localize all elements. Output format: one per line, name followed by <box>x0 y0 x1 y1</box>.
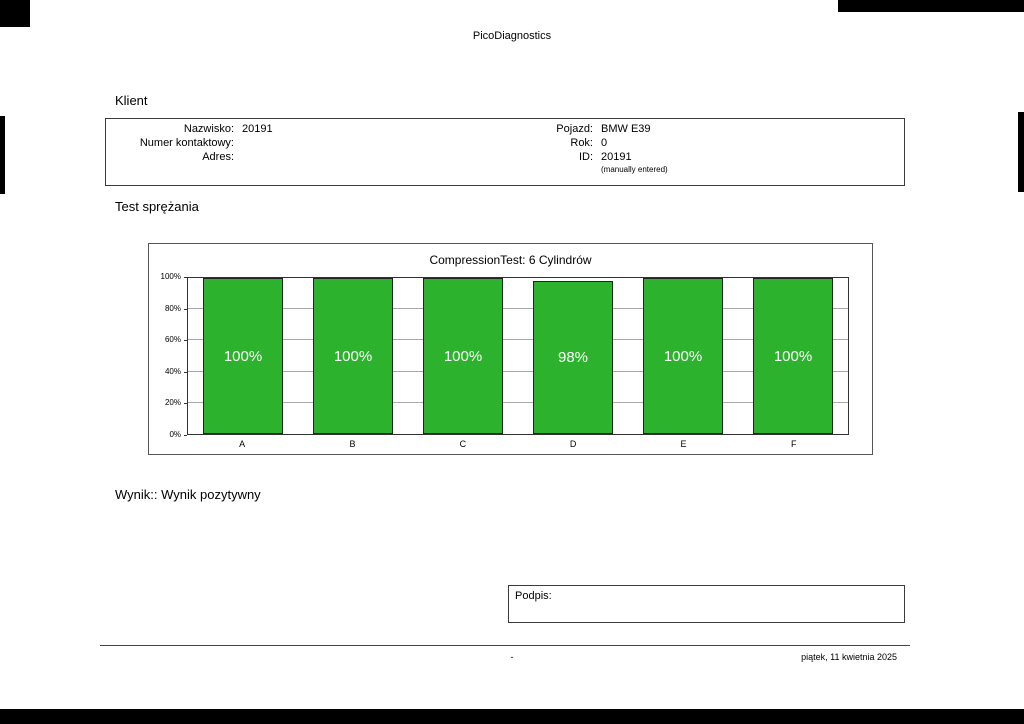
x-axis-category-label: A <box>239 439 246 449</box>
chart-bars: 100% 100% 100% 98% 100% 100% <box>188 278 848 434</box>
chart-x-axis: A B C D E F <box>187 439 849 449</box>
field-label-nazwisko: Nazwisko: <box>183 123 234 135</box>
chart-bar-slot: 100% <box>628 278 738 434</box>
y-axis-tick-mark <box>184 277 187 278</box>
client-field-row: Numer kontaktowy: <box>114 136 273 150</box>
chart-bar-slot: 98% <box>518 278 628 434</box>
bar-cylinder-f: 100% <box>753 278 833 434</box>
y-axis-tick-label: 20% <box>164 398 181 408</box>
y-axis-tick-mark <box>184 340 187 342</box>
field-value-pojazd: BMW E39 <box>601 123 651 135</box>
bar-value-label: 100% <box>223 347 263 365</box>
bar-value-label: 100% <box>333 347 373 365</box>
y-axis-tick-mark <box>184 403 187 405</box>
client-fields-left: Nazwisko: 20191 Numer kontaktowy: Adres: <box>114 122 273 164</box>
gridline <box>188 339 848 341</box>
bar-value-label: 98% <box>557 349 589 367</box>
x-axis-category-label: D <box>569 439 577 449</box>
compression-chart: CompressionTest: 6 Cylindrów 0% 20% 40% 60%… <box>148 243 873 455</box>
x-axis-category-label: F <box>791 439 797 449</box>
chart-plot-area: 100% 100% 100% 98% 100% 100% <box>187 277 849 435</box>
x-axis-category-label: E <box>680 439 687 449</box>
field-label-adres: Adres: <box>202 151 234 163</box>
y-axis-tick-mark <box>184 371 187 373</box>
scan-artifact-top-right <box>838 0 1024 12</box>
client-field-row: ID: 20191 <box>443 150 668 164</box>
test-section-title: Test sprężania <box>115 199 199 214</box>
client-info-box: Nazwisko: 20191 Numer kontaktowy: Adres:… <box>105 118 905 186</box>
field-label-id: ID: <box>578 151 593 163</box>
y-axis-tick-mark <box>184 435 187 436</box>
field-value-id: 20191 <box>601 151 632 163</box>
bar-value-label: 100% <box>773 347 813 365</box>
x-axis-category-label: B <box>349 439 356 449</box>
client-field-row: Nazwisko: 20191 <box>114 122 273 136</box>
y-axis-tick-mark <box>184 308 187 310</box>
test-result-text: Wynik:: Wynik pozytywny <box>115 487 261 502</box>
chart-bar-slot: 100% <box>408 278 518 434</box>
scan-artifact-bottom <box>0 709 1024 724</box>
client-field-row: Pojazd: BMW E39 <box>443 122 668 136</box>
field-value-rok: 0 <box>601 137 608 149</box>
scan-artifact-right-edge <box>1018 112 1024 192</box>
footer-center-text: - <box>510 652 514 662</box>
chart-bar-slot: 100% <box>298 278 408 434</box>
chart-title: CompressionTest: 6 Cylindrów <box>429 253 592 267</box>
bar-cylinder-c: 100% <box>423 278 503 434</box>
chart-y-axis: 0% 20% 40% 60% 80% 100% <box>149 272 187 439</box>
footer-divider <box>100 645 910 646</box>
field-label-pojazd: Pojazd: <box>556 123 593 135</box>
bar-cylinder-d: 98% <box>533 281 613 434</box>
manually-entered-note: (manually entered) <box>601 165 668 174</box>
bar-value-label: 100% <box>443 347 483 365</box>
footer-date: piątek, 11 kwietnia 2025 <box>801 652 897 662</box>
y-axis-tick-label: 80% <box>164 303 181 313</box>
scan-artifact-top-left <box>0 0 30 27</box>
y-axis-tick-label: 60% <box>164 335 181 345</box>
bar-cylinder-b: 100% <box>313 278 393 434</box>
field-value-nazwisko: 20191 <box>242 123 273 135</box>
client-field-row: Rok: 0 <box>443 136 668 150</box>
gridline <box>188 308 848 310</box>
gridline <box>188 370 848 372</box>
y-axis-tick-label: 0% <box>169 430 181 439</box>
bar-cylinder-a: 100% <box>203 278 283 434</box>
client-fields-right: Pojazd: BMW E39 Rok: 0 ID: 20191 (manual… <box>443 122 668 175</box>
app-title: PicoDiagnostics <box>472 30 552 42</box>
scan-artifact-left-edge <box>0 116 5 194</box>
chart-bar-slot: 100% <box>738 278 848 434</box>
gridline <box>188 401 848 403</box>
chart-bar-slot: 100% <box>188 278 298 434</box>
field-label-rok: Rok: <box>570 137 593 149</box>
signature-box: Podpis: <box>508 585 905 623</box>
bar-value-label: 100% <box>663 347 703 365</box>
client-field-row: Adres: <box>114 150 273 164</box>
y-axis-tick-label: 100% <box>160 272 181 281</box>
client-section-title: Klient <box>115 93 148 108</box>
x-axis-category-label: C <box>459 439 467 449</box>
y-axis-tick-label: 40% <box>164 366 181 376</box>
signature-label: Podpis: <box>515 590 552 602</box>
field-label-numer-kontaktowy: Numer kontaktowy: <box>139 137 234 149</box>
bar-cylinder-e: 100% <box>643 278 723 434</box>
